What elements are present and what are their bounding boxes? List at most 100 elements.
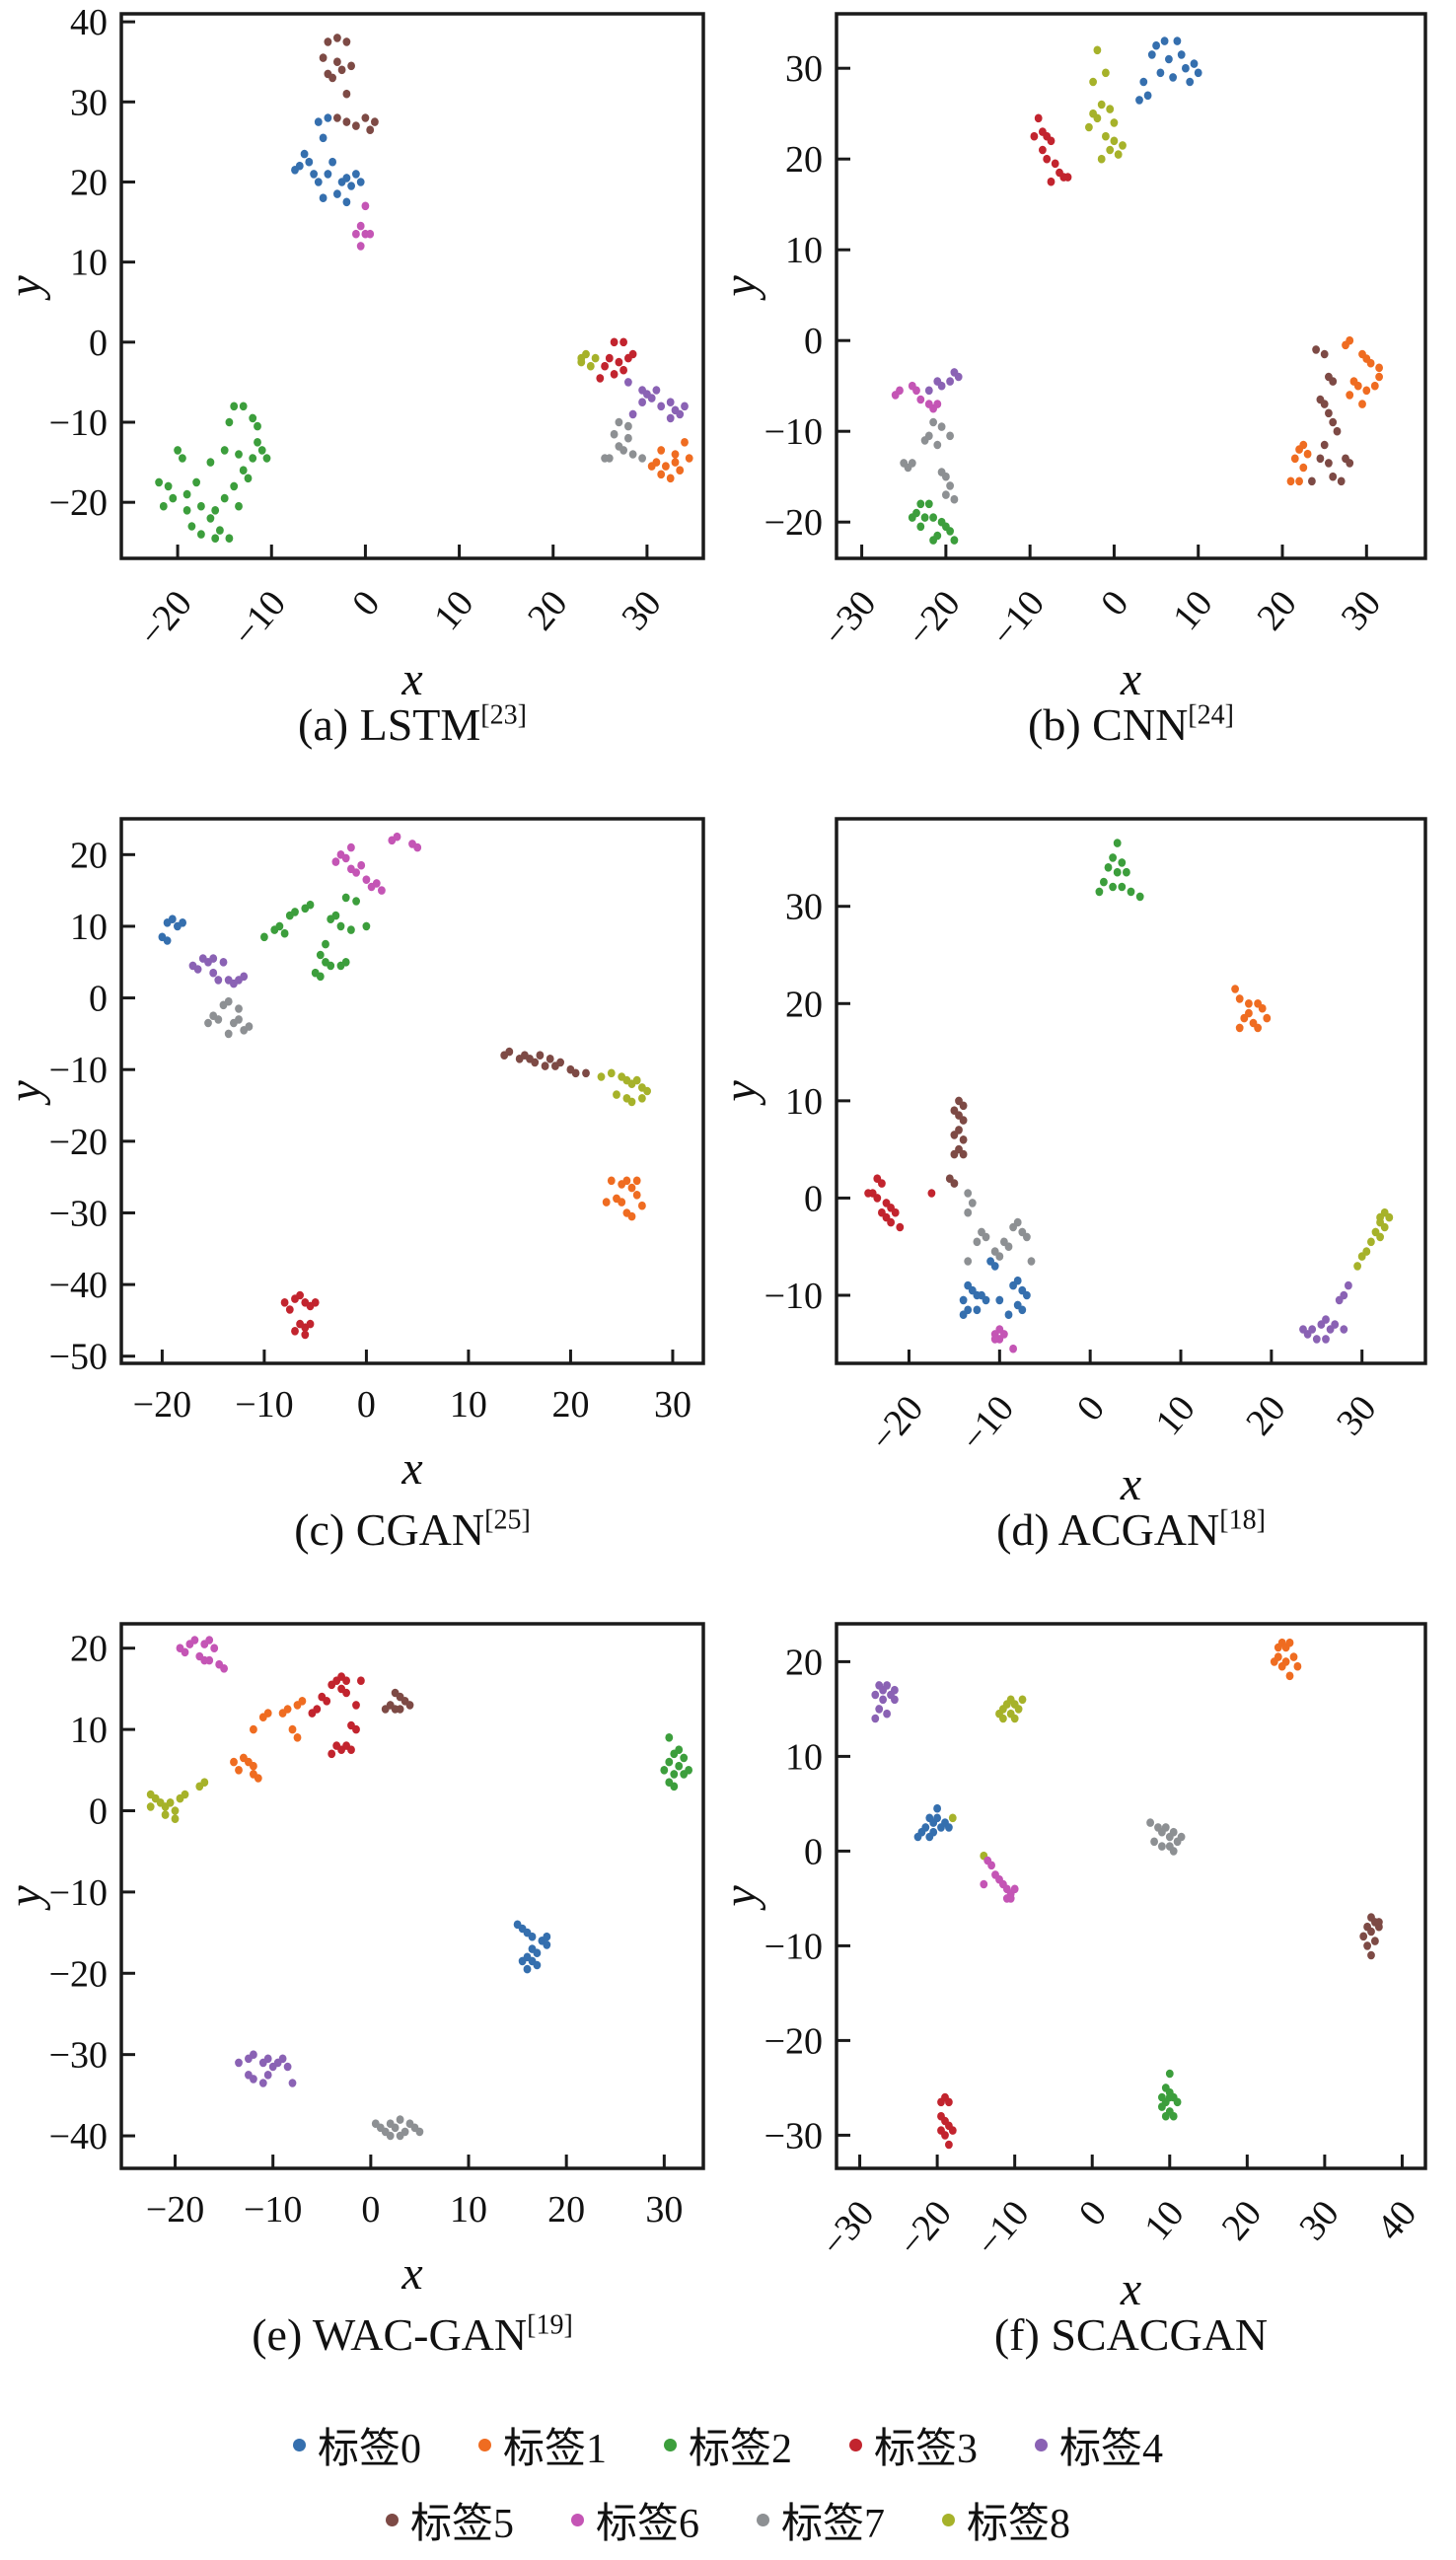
data-point [405,1701,414,1710]
data-point [168,914,177,923]
caption-citation: [18] [1219,1504,1266,1536]
plot-area [121,1624,703,2168]
data-point [1104,863,1113,872]
data-point [1109,853,1117,862]
data-points [155,34,693,543]
data-point [169,493,178,503]
series-标签0 [158,914,187,945]
data-point [328,73,336,83]
x-tick-label: 30 [1334,583,1390,638]
data-point [296,1290,304,1300]
series-标签0 [959,1257,1031,1319]
data-point [541,1061,549,1070]
data-point [1235,1023,1244,1033]
data-point [950,1131,959,1139]
data-point [1312,345,1320,354]
data-point [285,1305,294,1314]
y-tick-label: −30 [764,2115,823,2157]
data-point [254,421,261,431]
data-point [1047,177,1056,186]
data-points [158,832,651,1340]
data-point [328,157,336,167]
data-point [352,229,360,239]
data-point [1358,400,1366,408]
data-point [209,968,218,978]
data-point [1289,1652,1298,1661]
y-tick-label: −30 [49,2035,108,2077]
data-point [1254,1023,1262,1033]
plot-area [121,819,703,1363]
series-标签5 [945,1096,968,1188]
data-point [386,2131,395,2141]
panel-caption-d: (d) ACGAN[18] [837,1503,1425,1556]
data-point [260,932,268,942]
y-tick-label: −10 [764,1276,823,1317]
x-tick-label: 10 [426,583,482,638]
data-point [627,1211,636,1221]
data-point [230,402,239,411]
y-tick-label: −20 [49,1122,108,1163]
data-point [166,1798,175,1807]
axis-ticks [837,905,1364,1363]
data-point [912,386,920,396]
data-point [1135,96,1143,105]
data-point [174,446,182,455]
data-point [1085,122,1093,132]
y-tick-label: 20 [785,984,823,1025]
data-point [937,381,946,391]
data-point [1340,1325,1348,1334]
data-point [171,1814,180,1823]
data-point [586,361,595,371]
data-point [1173,37,1182,45]
data-point [1018,1695,1027,1705]
series-标签1 [1286,335,1383,486]
data-point [999,1714,1007,1723]
data-point [1100,877,1108,887]
data-point [950,1179,959,1188]
x-tick-label: −20 [146,2189,204,2231]
data-point [1030,131,1039,141]
data-point [638,1201,646,1210]
y-tick-label: 10 [70,243,108,284]
data-point [328,1749,336,1759]
tick-labels: −20 −10 0 10 20 30 −40 −30 −20 −10 0 10 20 [49,1629,684,2231]
data-points [871,1638,1383,2150]
caption-text: (d) ACGAN [996,1504,1220,1555]
data-point [1367,1927,1375,1937]
x-tick-label: −10 [225,583,294,655]
data-point [1380,1222,1389,1232]
data-point [546,1055,554,1063]
legend-label: 标签4 [1059,2426,1164,2472]
data-point [1270,1657,1278,1666]
data-point [622,1176,631,1186]
data-point [1114,150,1123,159]
data-point [258,2079,267,2087]
data-point [220,1664,229,1673]
data-point [1123,867,1130,877]
data-point [193,965,202,974]
data-point [342,1688,350,1698]
axis-ticks [121,20,649,558]
data-point [230,1757,238,1767]
data-point [1258,1003,1267,1013]
data-point [1047,136,1056,146]
data-point [393,832,401,841]
data-point [908,459,916,468]
data-point [179,454,186,463]
data-point [933,1813,941,1823]
data-point [1376,1232,1384,1242]
data-point [372,879,381,888]
data-point [627,1097,636,1107]
data-point [1113,839,1122,847]
data-point [959,1310,968,1319]
data-point [628,349,637,359]
data-point [352,897,360,906]
data-point [1161,2111,1170,2121]
data-point [933,400,942,408]
data-point [1118,858,1127,867]
data-point [959,1295,968,1305]
data-point [262,454,271,463]
data-point [250,2050,257,2059]
data-point [324,113,332,122]
data-point [896,1222,905,1232]
